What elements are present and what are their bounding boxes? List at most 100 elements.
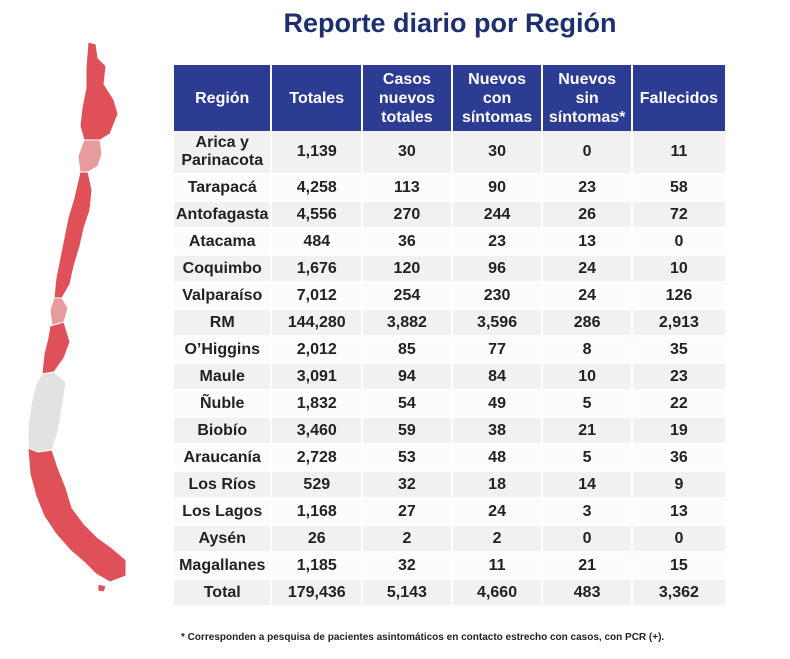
fallecidos-cell: 2,913 — [632, 310, 725, 337]
totales-cell: 144,280 — [272, 310, 364, 337]
fallecidos-cell: 13 — [632, 499, 725, 526]
fallecidos-cell: 58 — [632, 175, 725, 202]
totales-cell: 529 — [272, 472, 364, 499]
table-row: Arica y Parinacota 1,139 30 30 0 11 — [174, 131, 725, 175]
total-totales-cell: 179,436 — [272, 580, 364, 607]
totales-cell: 4,556 — [272, 202, 364, 229]
con-sintomas-cell: 18 — [452, 472, 544, 499]
region-cell: Valparaíso — [174, 283, 273, 310]
fallecidos-cell: 72 — [632, 202, 725, 229]
casos-nuevos-cell: 85 — [363, 337, 453, 364]
total-con-sintomas-cell: 4,660 — [452, 580, 544, 607]
total-sin-sintomas-cell: 483 — [543, 580, 633, 607]
total-region-cell: Total — [174, 580, 273, 607]
con-sintomas-cell: 23 — [452, 229, 544, 256]
con-sintomas-cell: 96 — [452, 256, 544, 283]
totales-cell: 3,091 — [272, 364, 364, 391]
region-cell: Maule — [174, 364, 273, 391]
casos-nuevos-cell: 254 — [363, 283, 453, 310]
total-casos-nuevos-cell: 5,143 — [363, 580, 453, 607]
map-region-rm — [49, 297, 69, 327]
header-con-sintomas: Nuevos con síntomas — [452, 65, 544, 131]
totales-cell: 1,185 — [272, 553, 364, 580]
sin-sintomas-cell: 23 — [543, 175, 633, 202]
casos-nuevos-cell: 270 — [363, 202, 453, 229]
region-cell: Tarapacá — [174, 175, 273, 202]
con-sintomas-cell: 24 — [452, 499, 544, 526]
totales-cell: 7,012 — [272, 283, 364, 310]
table-body: Arica y Parinacota 1,139 30 30 0 11 Tarapacá 4,… — [174, 131, 725, 607]
table-row: Araucanía 2,728 53 48 5 36 — [174, 445, 725, 472]
casos-nuevos-cell: 59 — [363, 418, 453, 445]
table-row: Antofagasta 4,556 270 244 26 72 — [174, 202, 725, 229]
fallecidos-cell: 36 — [632, 445, 725, 472]
table-row: Coquimbo 1,676 120 96 24 10 — [174, 256, 725, 283]
table-header: Región Totales Casos nuevos totales Nuev… — [174, 65, 725, 131]
fallecidos-cell: 126 — [632, 283, 725, 310]
sin-sintomas-cell: 21 — [543, 418, 633, 445]
region-cell: Aysén — [174, 526, 273, 553]
region-report-table: Región Totales Casos nuevos totales Nuev… — [174, 65, 725, 607]
table-row: Biobío 3,460 59 38 21 19 — [174, 418, 725, 445]
casos-nuevos-cell: 36 — [363, 229, 453, 256]
con-sintomas-cell: 230 — [452, 283, 544, 310]
map-region-central — [41, 321, 71, 375]
casos-nuevos-cell: 3,882 — [363, 310, 453, 337]
table-row: O’Higgins 2,012 85 77 8 35 — [174, 337, 725, 364]
totales-cell: 1,832 — [272, 391, 364, 418]
sin-sintomas-cell: 13 — [543, 229, 633, 256]
header-region: Región — [174, 65, 273, 131]
sin-sintomas-cell: 24 — [543, 256, 633, 283]
fallecidos-cell: 23 — [632, 364, 725, 391]
fallecidos-cell: 19 — [632, 418, 725, 445]
totales-cell: 484 — [272, 229, 364, 256]
totales-cell: 1,139 — [272, 131, 364, 175]
table-row: Atacama 484 36 23 13 0 — [174, 229, 725, 256]
sin-sintomas-cell: 3 — [543, 499, 633, 526]
casos-nuevos-cell: 27 — [363, 499, 453, 526]
map-island — [97, 583, 107, 593]
con-sintomas-cell: 38 — [452, 418, 544, 445]
region-cell: Ñuble — [174, 391, 273, 418]
con-sintomas-cell: 49 — [452, 391, 544, 418]
region-cell: Coquimbo — [174, 256, 273, 283]
table-row: Aysén 26 2 2 0 0 — [174, 526, 725, 553]
con-sintomas-cell: 11 — [452, 553, 544, 580]
con-sintomas-cell: 2 — [452, 526, 544, 553]
header-casos-nuevos: Casos nuevos totales — [363, 65, 453, 131]
fallecidos-cell: 0 — [632, 229, 725, 256]
table-row: RM 144,280 3,882 3,596 286 2,913 — [174, 310, 725, 337]
casos-nuevos-cell: 120 — [363, 256, 453, 283]
sin-sintomas-cell: 0 — [543, 526, 633, 553]
casos-nuevos-cell: 113 — [363, 175, 453, 202]
header-fallecidos: Fallecidos — [632, 65, 725, 131]
region-cell: Los Ríos — [174, 472, 273, 499]
sin-sintomas-cell: 10 — [543, 364, 633, 391]
chile-map-image — [27, 41, 127, 593]
fallecidos-cell: 11 — [632, 131, 725, 175]
map-region-far-south — [27, 447, 127, 583]
con-sintomas-cell: 48 — [452, 445, 544, 472]
map-region-north — [79, 41, 119, 141]
casos-nuevos-cell: 32 — [363, 553, 453, 580]
region-cell: Biobío — [174, 418, 273, 445]
sin-sintomas-cell: 0 — [543, 131, 633, 175]
header-totales: Totales — [272, 65, 364, 131]
total-fallecidos-cell: 3,362 — [632, 580, 725, 607]
map-region-antofagasta — [77, 139, 103, 173]
casos-nuevos-cell: 32 — [363, 472, 453, 499]
sin-sintomas-cell: 14 — [543, 472, 633, 499]
sin-sintomas-cell: 21 — [543, 553, 633, 580]
casos-nuevos-cell: 2 — [363, 526, 453, 553]
region-cell: RM — [174, 310, 273, 337]
region-cell: Arica y Parinacota — [174, 131, 273, 175]
region-cell: Magallanes — [174, 553, 273, 580]
map-region-south-central — [27, 371, 67, 453]
region-cell: Araucanía — [174, 445, 273, 472]
total-row: Total 179,436 5,143 4,660 483 3,362 — [174, 580, 725, 607]
fallecidos-cell: 0 — [632, 526, 725, 553]
fallecidos-cell: 22 — [632, 391, 725, 418]
con-sintomas-cell: 3,596 — [452, 310, 544, 337]
table-row: Maule 3,091 94 84 10 23 — [174, 364, 725, 391]
header-sin-sintomas: Nuevos sin síntomas* — [543, 65, 633, 131]
